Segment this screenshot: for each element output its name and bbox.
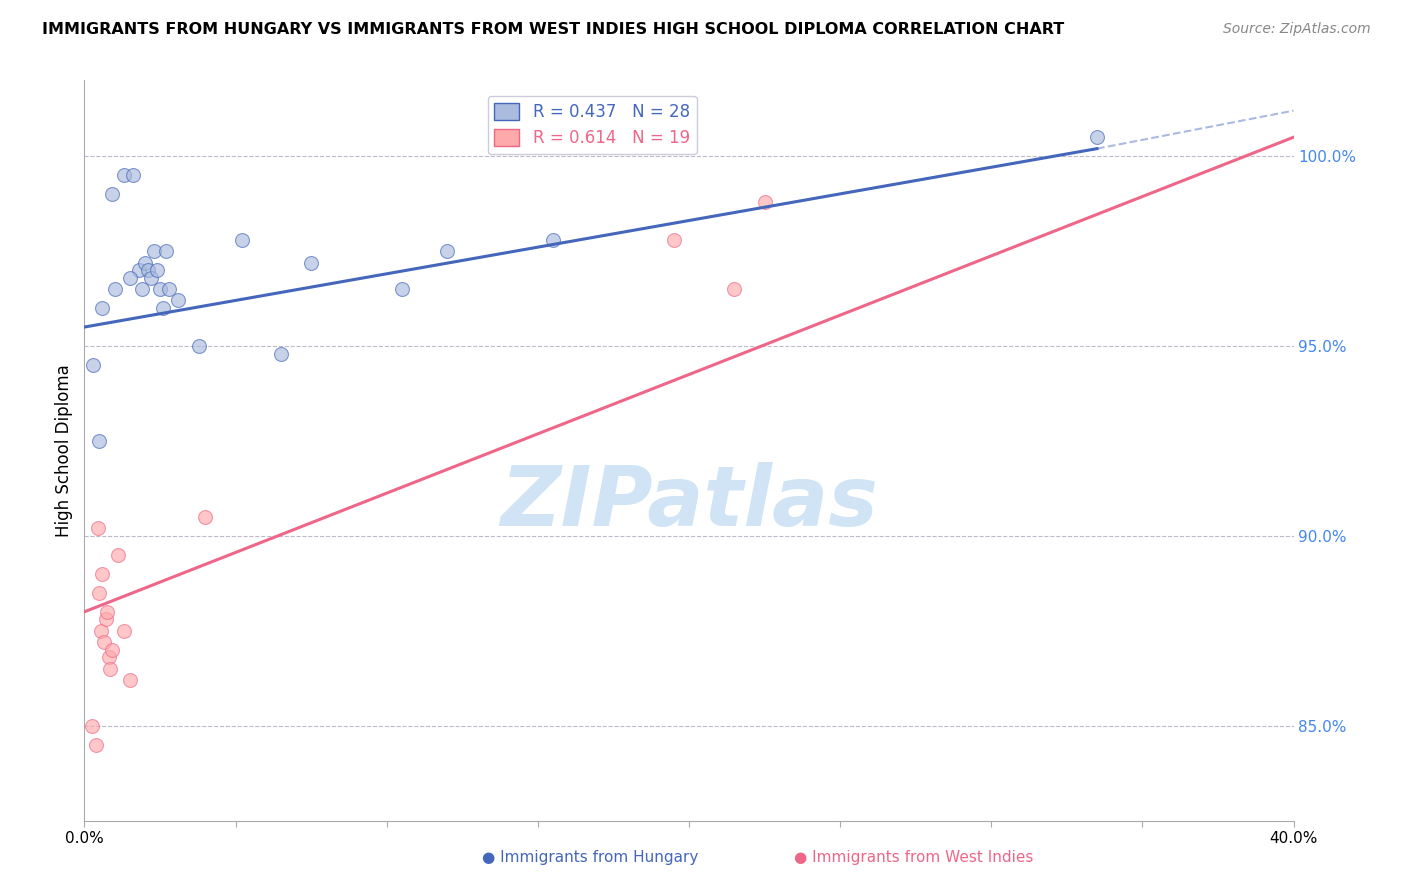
Point <box>662 233 685 247</box>
Point <box>89 434 111 448</box>
Y-axis label: High School Diploma: High School Diploma <box>55 364 73 537</box>
Point <box>91 566 114 581</box>
Point <box>100 642 122 657</box>
Point <box>91 301 114 315</box>
Point <box>118 270 141 285</box>
Point <box>80 719 103 733</box>
Point <box>94 612 117 626</box>
Point <box>1085 130 1108 145</box>
Point <box>98 662 121 676</box>
Text: ● Immigrants from West Indies: ● Immigrants from West Indies <box>794 850 1033 865</box>
Point <box>112 168 135 182</box>
Point <box>86 738 108 752</box>
Text: ● Immigrants from Hungary: ● Immigrants from Hungary <box>482 850 699 865</box>
Point <box>89 586 111 600</box>
Point <box>104 282 127 296</box>
Point <box>97 650 120 665</box>
Point <box>131 282 153 296</box>
Point <box>754 194 776 209</box>
Point <box>723 282 745 296</box>
Point <box>152 301 174 315</box>
Point <box>96 605 118 619</box>
Point <box>299 255 322 269</box>
Point <box>155 244 177 259</box>
Point <box>157 282 180 296</box>
Point <box>82 358 104 372</box>
Point <box>194 509 217 524</box>
Point <box>134 255 156 269</box>
Text: IMMIGRANTS FROM HUNGARY VS IMMIGRANTS FROM WEST INDIES HIGH SCHOOL DIPLOMA CORRE: IMMIGRANTS FROM HUNGARY VS IMMIGRANTS FR… <box>42 22 1064 37</box>
Point <box>142 244 165 259</box>
Point <box>541 233 564 247</box>
Point <box>139 270 162 285</box>
Point <box>107 548 129 562</box>
Point <box>146 263 169 277</box>
Point <box>231 233 253 247</box>
Point <box>93 635 115 649</box>
Point <box>167 293 190 308</box>
Point <box>90 624 112 638</box>
Text: Source: ZipAtlas.com: Source: ZipAtlas.com <box>1223 22 1371 37</box>
Point <box>128 263 150 277</box>
Point <box>391 282 413 296</box>
Point <box>118 673 141 688</box>
Point <box>270 346 292 360</box>
Point <box>436 244 458 259</box>
Legend: R = 0.437   N = 28, R = 0.614   N = 19: R = 0.437 N = 28, R = 0.614 N = 19 <box>488 96 696 154</box>
Text: ZIPatlas: ZIPatlas <box>501 462 877 543</box>
Point <box>87 521 110 535</box>
Point <box>136 263 159 277</box>
Point <box>149 282 172 296</box>
Point <box>112 624 135 638</box>
Point <box>188 339 211 353</box>
Point <box>121 168 143 182</box>
Point <box>100 187 122 202</box>
